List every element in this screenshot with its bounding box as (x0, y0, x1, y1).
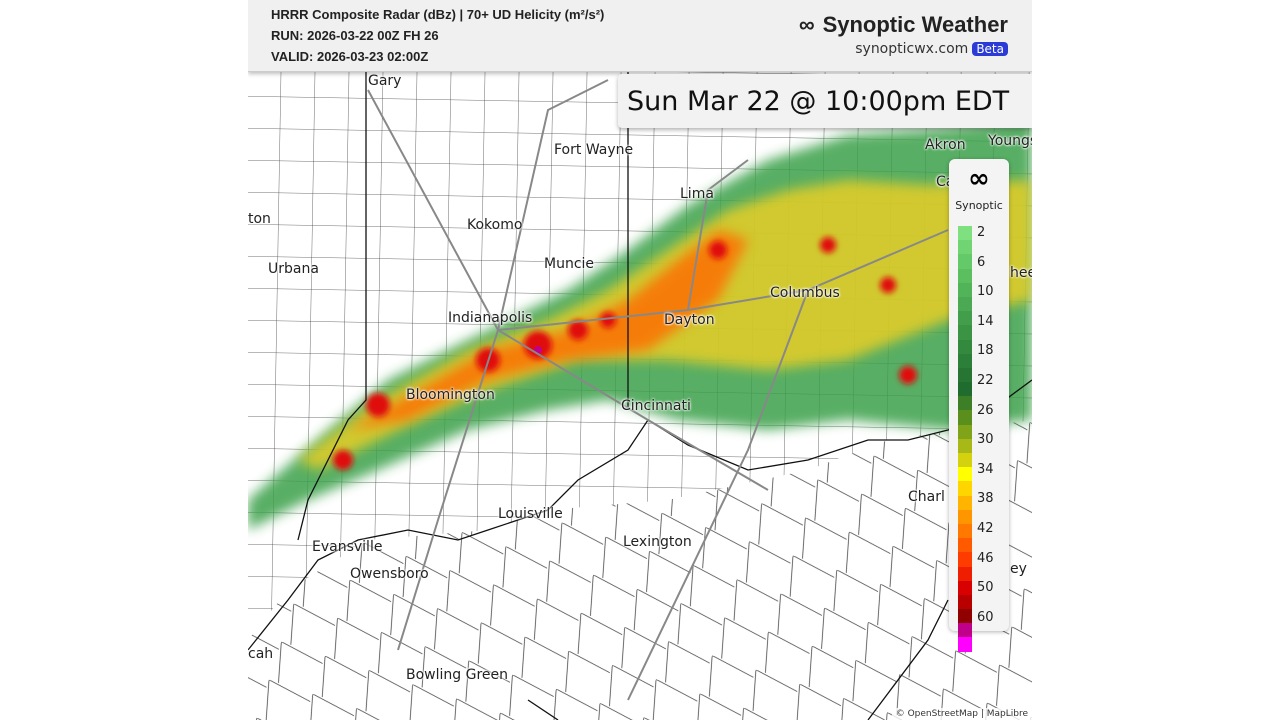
city-label: Owensboro (350, 566, 429, 582)
city-label: Gary (368, 73, 402, 89)
site-link[interactable]: synopticwx.com Beta (855, 41, 1008, 57)
city-label: Urbana (268, 261, 319, 277)
legend-bin (958, 481, 972, 496)
legend-bin (958, 637, 972, 652)
city-label: Cincinnati (621, 398, 691, 414)
city-label: Indianapolis (448, 310, 533, 326)
city-label: Lexington (623, 534, 692, 550)
legend-label: 2 (977, 225, 986, 240)
legend-bin (958, 538, 972, 553)
legend-bin (958, 609, 972, 624)
legend-bin (958, 580, 972, 595)
legend-bin (958, 396, 972, 411)
infinity-icon: ∞ (798, 12, 815, 37)
legend-bin (958, 325, 972, 340)
color-legend: ∞ Synoptic 2 6 10 14 18 22 26 30 34 38 42 46 50 60 (949, 159, 1009, 652)
city-label: Akron (925, 137, 966, 153)
legend-bin (958, 552, 972, 567)
city-label: hee (1010, 265, 1032, 281)
legend-bin (958, 296, 972, 312)
city-label: Fort Wayne (554, 142, 634, 158)
legend-bin (958, 467, 972, 482)
city-label: Columbus (770, 285, 840, 301)
city-label: Youngs (988, 133, 1032, 149)
city-label: Charl (908, 489, 945, 505)
header: HRRR Composite Radar (dBz) | 70+ UD Heli… (248, 0, 1032, 72)
legend-bin (958, 254, 972, 269)
city-label: ton (248, 211, 271, 227)
legend-label: 14 (977, 313, 994, 329)
state-borders (248, 72, 1032, 720)
legend-label: 6 (977, 254, 986, 270)
legend-bin (958, 268, 972, 283)
attribution[interactable]: © OpenStreetMap | MapLibre (891, 708, 1032, 720)
product-title: HRRR Composite Radar (dBz) | 70+ UD Heli… (271, 7, 605, 22)
beta-badge: Beta (972, 42, 1008, 56)
legend-bin (958, 509, 972, 524)
legend-bin (958, 566, 972, 581)
brand: ∞ Synoptic Weather (799, 12, 1008, 38)
city-label: Kokomo (467, 217, 523, 233)
legend-bin (958, 240, 972, 255)
highways (367, 79, 949, 701)
legend-bin (958, 523, 972, 539)
legend-bin (958, 339, 972, 354)
legend-label: 26 (977, 402, 994, 418)
legend-label: 34 (977, 461, 994, 477)
legend-label: 42 (977, 521, 994, 536)
legend-title: Synoptic (955, 199, 1003, 212)
legend-bin (958, 353, 972, 368)
legend-bin (958, 382, 972, 397)
legend-label: 38 (977, 491, 994, 507)
legend-bin (958, 495, 972, 510)
legend-label: 10 (977, 284, 994, 300)
city-label: Lima (680, 186, 714, 202)
legend-label: 60 (977, 609, 994, 625)
city-label: cah (248, 646, 274, 662)
city-label: Bloomington (406, 387, 495, 403)
legend-label: 30 (977, 432, 994, 448)
map-frame[interactable]: Gary Fort Wayne Akron Youngs Lima Kokomo… (248, 0, 1032, 720)
legend-color-bins (958, 226, 972, 652)
legend-label: 46 (977, 550, 994, 566)
city-label: Dayton (664, 312, 715, 328)
city-label: ey (1010, 561, 1027, 577)
legend-label: 50 (977, 580, 994, 596)
legend-bin (958, 453, 972, 468)
city-label: Bowling Green (406, 667, 509, 683)
brand-name: Synoptic Weather (822, 12, 1008, 37)
run-label: RUN: 2026-03-22 00Z FH 26 (271, 28, 439, 43)
legend-bin (958, 410, 972, 425)
legend-bin (958, 623, 972, 638)
city-label: Evansville (312, 539, 383, 555)
city-label: Louisville (498, 506, 563, 522)
legend-bin (958, 424, 972, 439)
site-url[interactable]: synopticwx.com (855, 41, 969, 57)
legend-bin (958, 438, 972, 453)
valid-label: VALID: 2026-03-23 02:00Z (271, 49, 429, 64)
city-label: Muncie (544, 256, 595, 272)
legend-bin (958, 311, 972, 326)
legend-bin (958, 282, 972, 297)
legend-label: 22 (977, 373, 994, 388)
legend-bin (958, 367, 972, 383)
legend-bin (958, 226, 972, 241)
legend-bin (958, 594, 972, 610)
legend-label: 18 (977, 343, 994, 359)
county-lines-south (248, 420, 1032, 720)
infinity-icon: ∞ (968, 164, 990, 194)
valid-time-label: Sun Mar 22 @ 10:00pm EDT (618, 74, 1032, 128)
